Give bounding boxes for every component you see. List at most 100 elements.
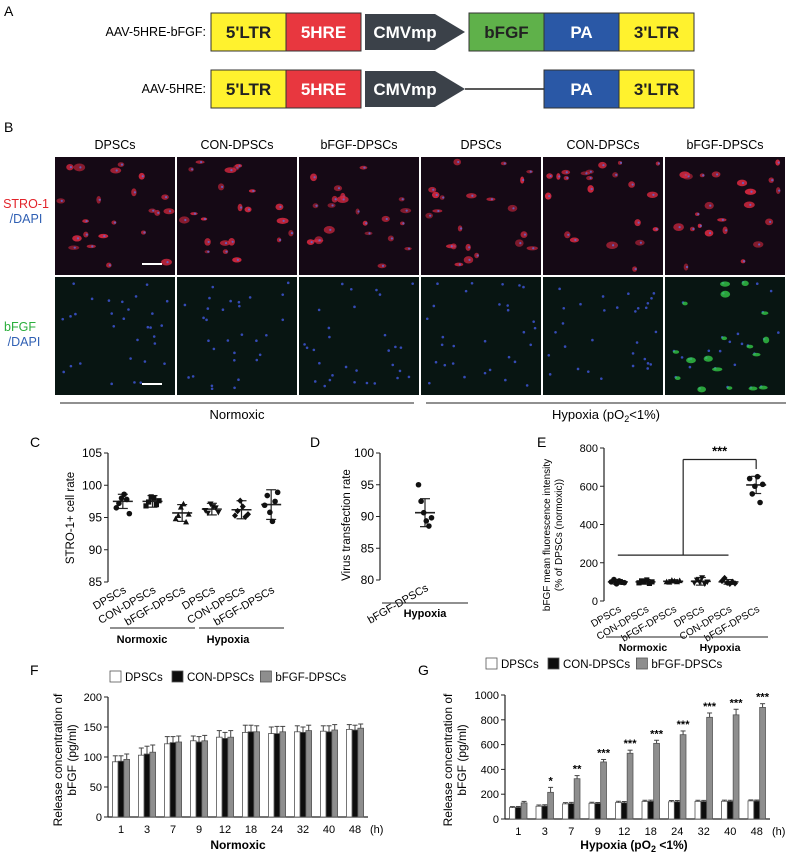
- dapi-nucleus: [533, 326, 537, 330]
- dapi-nucleus: [631, 183, 634, 186]
- stro1-dapi-micrograph: [177, 157, 297, 275]
- dapi-nucleus: [631, 352, 635, 355]
- dapi-nucleus: [518, 284, 521, 287]
- bar: [138, 754, 145, 818]
- dapi-nucleus: [561, 322, 565, 325]
- dapi-nucleus: [566, 176, 569, 180]
- dapi-nucleus: [286, 281, 290, 285]
- x-tick-label: 48: [751, 826, 763, 838]
- dapi-nucleus: [115, 169, 118, 172]
- dapi-nucleus: [91, 245, 94, 248]
- y-tick-label: 0: [493, 814, 499, 826]
- dapi-nucleus: [458, 263, 461, 266]
- dapi-nucleus: [239, 206, 243, 209]
- dapi-nucleus: [233, 386, 236, 390]
- dapi-nucleus: [634, 310, 637, 313]
- bar: [325, 731, 333, 818]
- dapi-nucleus: [554, 330, 557, 334]
- x-tick-label: 24: [271, 824, 283, 836]
- panel-label-a: A: [4, 3, 14, 19]
- bar: [706, 716, 713, 820]
- data-point: [156, 498, 162, 504]
- stro1-dapi-micrograph: [543, 157, 663, 275]
- chart-c-group-hypoxia: Hypoxia: [207, 634, 251, 646]
- dapi-nucleus: [635, 341, 639, 344]
- chart-g-marks: 0 200 400 600 800 1000 1 3 * 7 ** 9 *** 12 *** 18 *** 24 *…: [475, 657, 785, 838]
- dapi-nucleus: [627, 292, 630, 296]
- dapi-nucleus: [143, 360, 147, 363]
- data-point: [264, 492, 271, 499]
- dapi-nucleus: [590, 187, 593, 191]
- bfgf-cell: [748, 386, 758, 391]
- dapi-nucleus: [459, 227, 463, 230]
- dapi-nucleus: [129, 357, 132, 360]
- dapi-nucleus: [636, 306, 640, 310]
- dapi-nucleus: [342, 198, 345, 201]
- bfgf-cell: [674, 376, 681, 381]
- chart-g-xlabel-sub: 2: [651, 844, 656, 853]
- data-point: [261, 502, 268, 509]
- bar: [331, 729, 338, 818]
- bfgf-cell: [686, 357, 696, 364]
- micrograph-background: [54, 156, 786, 396]
- dapi-nucleus: [357, 210, 360, 213]
- dapi-nucleus: [165, 299, 169, 303]
- dapi-nucleus: [398, 369, 402, 373]
- bar: [562, 803, 569, 820]
- category-group: [112, 491, 133, 517]
- bar: [175, 741, 182, 818]
- dapi-nucleus: [60, 199, 63, 202]
- dapi-nucleus: [136, 338, 139, 342]
- dapi-nucleus: [313, 176, 316, 179]
- data-point: [269, 518, 276, 525]
- data-point: [143, 503, 149, 509]
- bfgf-dapi-micrograph: [421, 277, 541, 395]
- data-point: [649, 579, 655, 585]
- data-point: [245, 511, 251, 518]
- stro1-dapi-micrograph: [55, 157, 175, 275]
- significance-label: ***: [730, 697, 744, 709]
- dapi-nucleus: [442, 196, 445, 199]
- micrograph-field: [543, 277, 663, 395]
- dapi-nucleus: [435, 193, 438, 197]
- dapi-nucleus: [547, 354, 551, 357]
- dapi-nucleus: [501, 283, 504, 286]
- dapi-nucleus: [120, 163, 124, 166]
- category-group: [231, 497, 252, 521]
- dapi-nucleus: [490, 198, 494, 201]
- construct-1-name: AAV-5HRE-bFGF:: [106, 25, 206, 39]
- dapi-nucleus: [777, 331, 780, 334]
- dapi-nucleus: [483, 371, 487, 375]
- dapi-nucleus: [344, 365, 348, 369]
- ltr3-box: [618, 12, 695, 52]
- category-group: [201, 501, 222, 517]
- micrograph-field: [299, 277, 419, 395]
- x-unit-label: (h): [370, 824, 383, 836]
- data-point: [267, 509, 273, 516]
- category-group: [415, 481, 435, 529]
- dapi-nucleus: [615, 173, 618, 176]
- x-tick-label: 9: [595, 826, 601, 838]
- x-tick-label: 24: [671, 826, 683, 838]
- bfgf-cell: [761, 311, 769, 315]
- significance-label: ***: [703, 701, 717, 713]
- x-tick-label: 40: [323, 824, 335, 836]
- data-point: [204, 510, 211, 517]
- dapi-nucleus: [452, 344, 456, 348]
- hypoxia-label-sub: 2: [624, 414, 629, 424]
- significance-label: *: [548, 775, 553, 787]
- bar: [279, 731, 286, 818]
- pa-box: [543, 69, 620, 109]
- bfgf-cell: [697, 386, 707, 393]
- bar: [268, 733, 275, 818]
- dapi-nucleus: [252, 189, 255, 193]
- bfgf-cell: [720, 290, 731, 298]
- legend-label: bFGF-DPSCs: [275, 672, 346, 684]
- bfgf-cell: [746, 344, 754, 349]
- dapi-nucleus: [504, 378, 507, 382]
- bar: [679, 734, 687, 820]
- column-header: bFGF-DPSCs: [686, 138, 763, 152]
- data-point: [185, 511, 192, 517]
- dapi-nucleus: [103, 234, 106, 238]
